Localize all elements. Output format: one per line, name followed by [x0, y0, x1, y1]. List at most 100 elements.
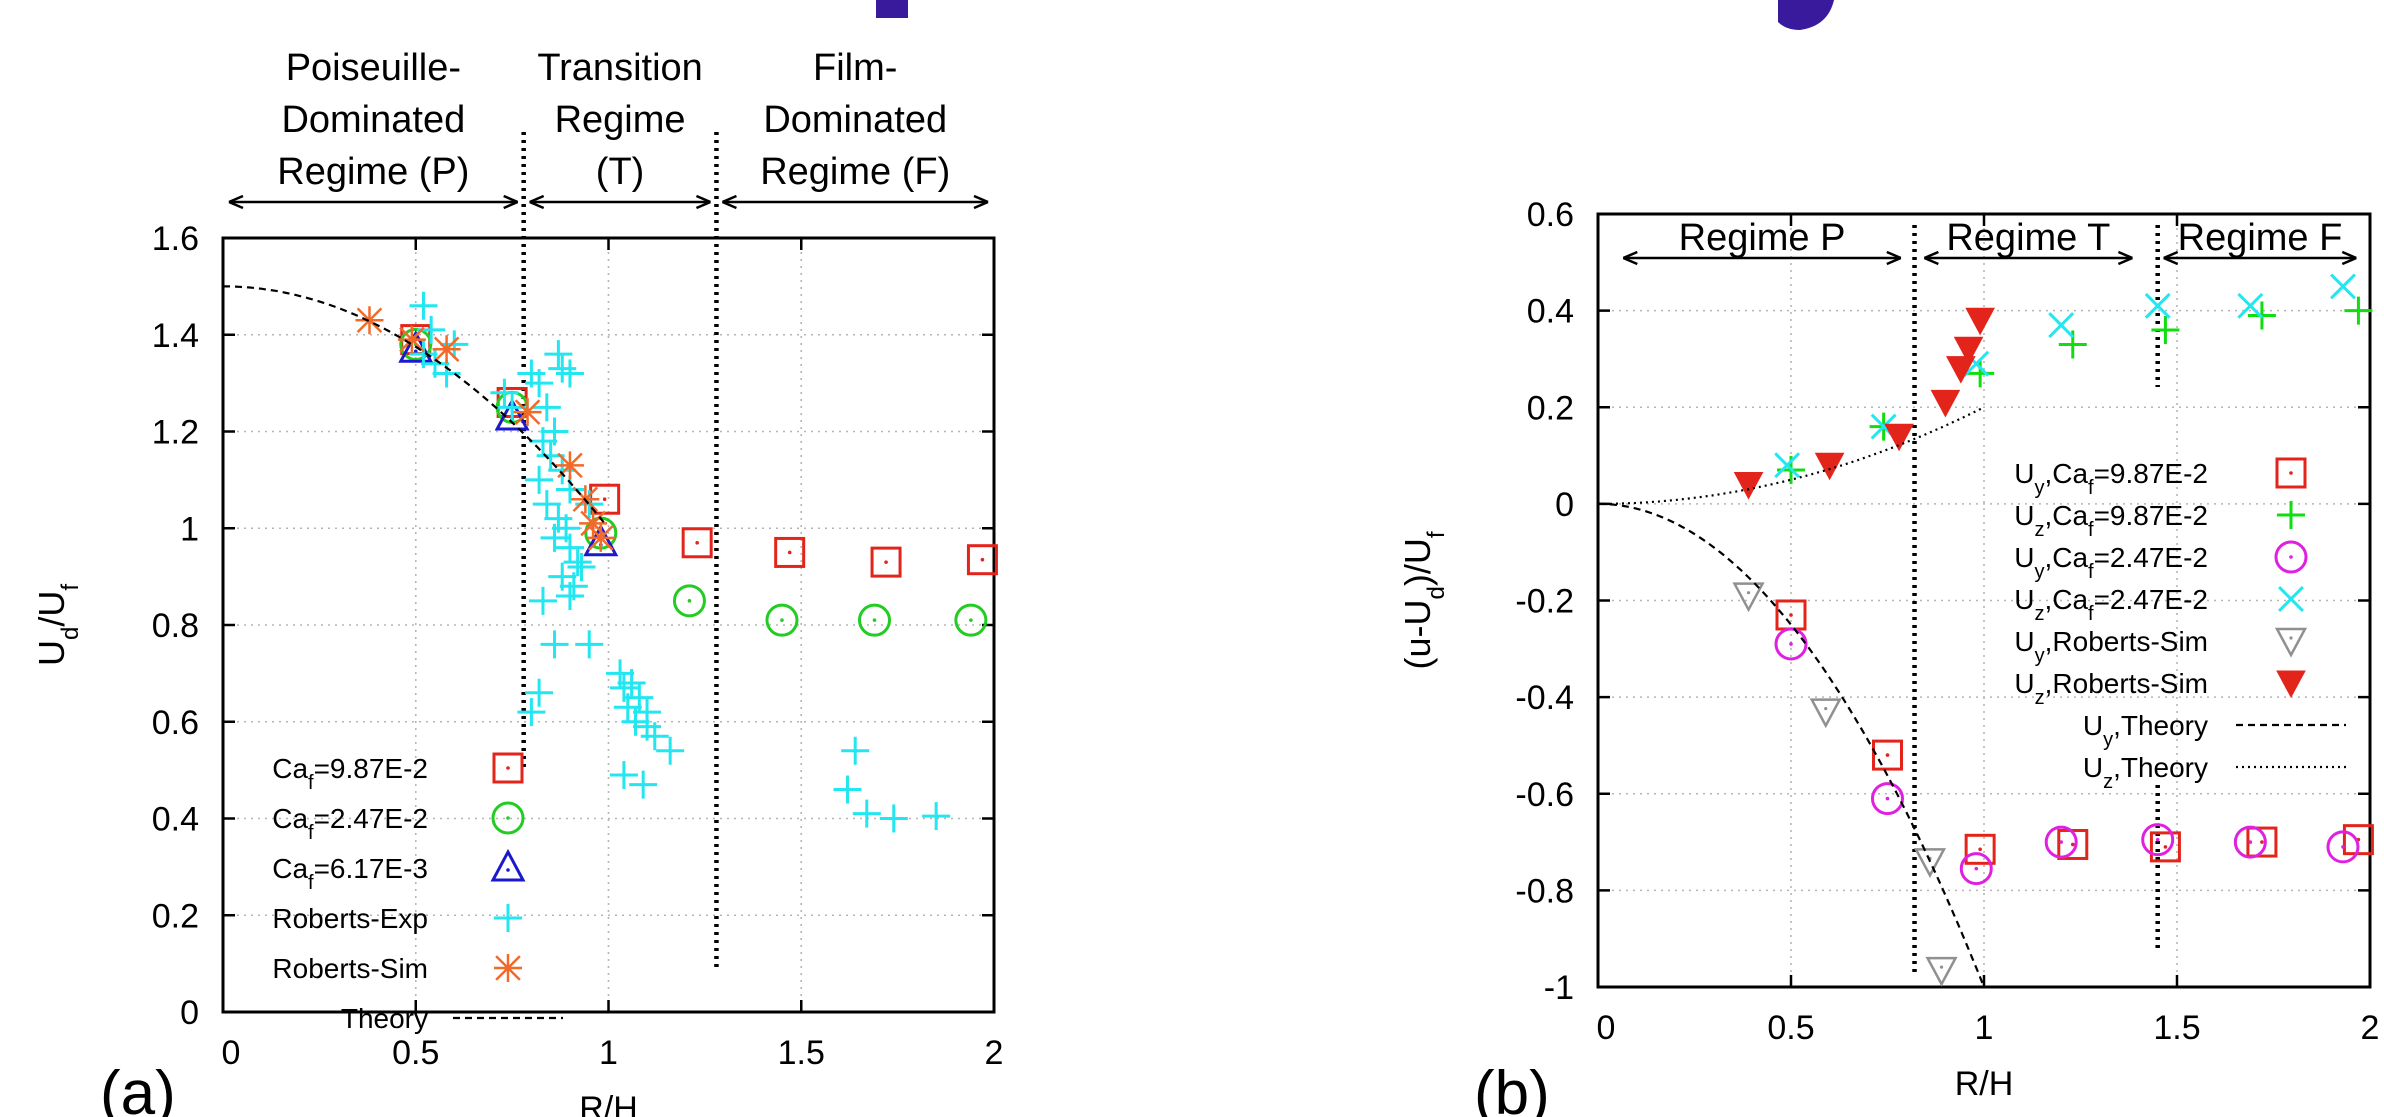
data-point-center	[884, 560, 888, 564]
y-tick-label: 0.6	[1527, 196, 1574, 234]
x-tick-label: 1	[1975, 1009, 1994, 1047]
legend-marker	[2277, 501, 2305, 529]
series-0	[400, 324, 998, 578]
data-point	[2044, 825, 2078, 859]
data-point	[609, 760, 638, 789]
data-point-shape	[2326, 830, 2360, 864]
data-point-center	[1789, 642, 1793, 646]
data-point-shape	[583, 523, 619, 557]
subscript: f	[1423, 531, 1450, 538]
data-point-center	[1824, 707, 1828, 711]
data-point-shape	[1913, 848, 1947, 879]
text-run: U	[2083, 752, 2103, 783]
theory-curve	[1598, 406, 1985, 505]
text-run: (u-U	[1397, 600, 1438, 670]
text-run: )/U	[1397, 538, 1438, 586]
x-tick-label: 0.5	[1767, 1009, 1814, 1047]
data-point-shape	[1959, 852, 1993, 886]
legend: Caf=9.87E-2Caf=2.47E-2Caf=6.17E-3Roberts…	[272, 752, 563, 1034]
data-point	[355, 306, 384, 335]
legend-marker-shape	[2274, 540, 2308, 574]
data-point-shape	[2246, 826, 2278, 858]
data-point	[490, 378, 519, 407]
y-tick-label: 0.2	[1527, 389, 1574, 427]
series-7	[1598, 406, 1985, 505]
legend-marker-center	[2289, 471, 2293, 475]
data-point-center	[1746, 591, 1751, 595]
data-point-shape	[1872, 739, 1903, 771]
y-tick-label: 0.8	[152, 607, 199, 645]
regime-annotation: Regime T	[1923, 217, 2133, 266]
plot-frame	[1596, 212, 2372, 989]
regime-label-line: (T)	[596, 151, 645, 193]
regime-arrow-head-right	[1886, 250, 1902, 266]
data-point	[1809, 698, 1842, 729]
data-point	[540, 630, 569, 659]
data-point	[548, 354, 577, 383]
y-tick-label: 0.4	[1527, 293, 1574, 331]
data-point	[2237, 292, 2264, 319]
legend-marker	[2276, 670, 2306, 699]
text-run: ,Roberts-Sim	[2045, 626, 2208, 657]
regime-label: Regime P	[1679, 217, 1846, 259]
subscript: d	[57, 627, 84, 640]
data-point-shape	[2149, 831, 2181, 863]
text-run: =2.47E-2	[314, 803, 428, 834]
data-point	[1884, 423, 1914, 452]
text-run: U	[2014, 500, 2034, 531]
theory-curve	[1598, 502, 1986, 988]
data-point	[517, 698, 546, 727]
legend-marker	[2278, 586, 2304, 612]
data-point-shape	[1774, 627, 1808, 661]
data-point	[1733, 472, 1764, 500]
data-point	[525, 678, 554, 707]
data-point-shape	[870, 546, 902, 578]
subscript: f	[2088, 519, 2094, 541]
subscript: f	[308, 872, 314, 894]
regime-arrow-head-left	[228, 194, 244, 210]
data-point	[555, 359, 584, 388]
regime-arrow-head-right	[2117, 250, 2133, 266]
y-tick-label: -0.2	[1515, 583, 1574, 621]
data-point	[2151, 315, 2180, 344]
theory-curve	[223, 285, 606, 525]
series-4	[355, 306, 615, 552]
data-point	[841, 736, 870, 765]
x-tick-label: 0	[1597, 1009, 1616, 1047]
y-tick-label: -0.6	[1515, 776, 1574, 814]
data-point	[852, 799, 881, 828]
data-point	[2246, 826, 2278, 858]
regime-arrow-head-left	[2163, 250, 2179, 266]
y-tick-label: 0.4	[152, 801, 199, 839]
data-point	[954, 603, 988, 637]
y-axis-label: Ud/Uf	[31, 584, 84, 666]
series-0	[1775, 599, 2374, 865]
data-point	[656, 736, 685, 765]
data-point-shape	[1732, 582, 1765, 613]
data-point	[2149, 831, 2181, 863]
regime-arrow-head-right	[503, 194, 519, 210]
data-point-center	[1974, 866, 1979, 871]
data-point-center	[1885, 753, 1890, 757]
data-point	[922, 802, 951, 831]
data-point-center	[2260, 840, 2264, 844]
data-point	[1953, 336, 1984, 365]
legend-marker	[2274, 540, 2308, 574]
text-run: ,Roberts-Sim	[2045, 668, 2208, 699]
data-point	[1964, 833, 1996, 865]
data-point-shape	[1871, 782, 1904, 816]
legend-marker-shape	[490, 848, 526, 882]
text-run: =9.87E-2	[314, 753, 428, 784]
regime-arrow-head-left	[721, 194, 737, 210]
data-point	[540, 523, 569, 552]
data-point	[2344, 296, 2373, 325]
data-point-center	[980, 557, 985, 562]
legend-marker	[2274, 627, 2308, 658]
legend-marker	[490, 848, 526, 882]
data-point-shape	[1925, 956, 1958, 987]
data-point-shape	[774, 536, 806, 568]
data-point-center	[1939, 965, 1944, 969]
data-point	[525, 465, 554, 494]
series-4	[1732, 582, 1958, 987]
legend-label: Uy,Caf=2.47E-2	[2014, 542, 2208, 583]
